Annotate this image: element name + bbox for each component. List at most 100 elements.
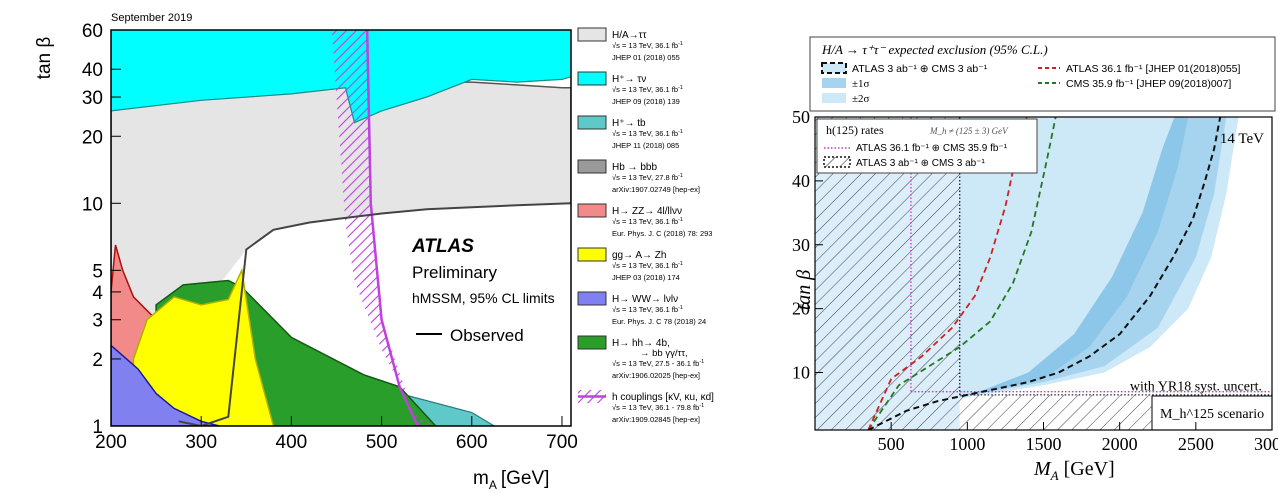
y-axis-label: tan β	[793, 270, 815, 311]
plot-frame	[110, 29, 572, 427]
svg-text:Eur. Phys. J. C (2018) 78: 293: Eur. Phys. J. C (2018) 78: 293	[612, 229, 712, 238]
svg-text:Hb → bbb: Hb → bbb	[612, 162, 657, 173]
x-tick-label: 200	[95, 432, 127, 453]
svg-text:±2σ: ±2σ	[852, 93, 870, 105]
legend-item: H/A→ττ√s = 13 TeV, 36.1 fb-1 JHEP 01 (201…	[577, 27, 683, 62]
legend-item: CMS 35.9 fb⁻¹ [JHEP 09(2018)007]	[1038, 78, 1231, 90]
legend: H/A → τ⁺τ⁻ expected exclusion (95% C.L.)…	[809, 36, 1276, 174]
svg-text:√s = 13 TeV, 27.8 fb-1: √s = 13 TeV, 27.8 fb-1	[612, 173, 683, 182]
y-tick-label: 1	[92, 417, 103, 438]
scenario-label: hMSSM, 95% CL limits	[412, 290, 555, 306]
svg-text:√s = 13 TeV, 36.1 fb-1: √s = 13 TeV, 36.1 fb-1	[612, 41, 683, 50]
atlas-curve	[867, 117, 1028, 430]
svg-text:H→ hh→ 4b,: H→ hh→ 4b,	[612, 338, 670, 349]
svg-text:H/A→ττ: H/A→ττ	[612, 30, 647, 41]
legend-item: ±1σ	[822, 78, 870, 90]
legend-item: H→ WW→ lνlν√s = 13 TeV, 36.1 fb-1 Eur. Ph…	[577, 291, 706, 326]
legend-box	[809, 36, 1276, 112]
svg-text:ATLAS 3 ab⁻¹ ⊕ CMS 3 ab⁻¹: ATLAS 3 ab⁻¹ ⊕ CMS 3 ab⁻¹	[856, 158, 985, 169]
y-tick-label: 3	[92, 311, 103, 332]
svg-text:arXiv:1909.02845 [hep-ex]: arXiv:1909.02845 [hep-ex]	[612, 415, 700, 424]
expected-curve	[867, 117, 1222, 430]
svg-text:±1σ: ±1σ	[852, 78, 870, 90]
x-tick-label: 500	[366, 432, 398, 453]
rates-title: h(125) rates	[826, 123, 884, 137]
x-axis-label: MA [GeV]	[1033, 458, 1115, 483]
svg-text:→ bb γγ/ττ,: → bb γγ/ττ,	[640, 348, 688, 359]
x-tick-label: 1000	[949, 434, 985, 454]
legend-item: h couplings [κV, κu, κd]√s = 13 TeV, 36.…	[578, 390, 714, 424]
y-tick-label: 10	[82, 194, 103, 215]
svg-text:H⁺→ τν: H⁺→ τν	[612, 74, 646, 85]
rates-legend-item: ATLAS 36.1 fb⁻¹ ⊕ CMS 35.9 fb⁻¹	[824, 143, 1008, 154]
scenario-box: M_h^125 scenario	[1151, 395, 1273, 431]
legend-title: H/A → τ⁺τ⁻ expected exclusion (95% C.L.)	[821, 42, 1048, 57]
legend-item: Hb → bbb√s = 13 TeV, 27.8 fb-1 arXiv:1907…	[577, 159, 700, 194]
hl-hatched-region	[815, 117, 1212, 430]
svg-text:JHEP 01 (2018) 055: JHEP 01 (2018) 055	[612, 53, 680, 62]
svg-text:√s = 13 TeV, 36.1 fb-1: √s = 13 TeV, 36.1 fb-1	[612, 129, 683, 138]
svg-text:JHEP 03 (2018) 174: JHEP 03 (2018) 174	[612, 273, 680, 282]
x-tick-label: 2500	[1178, 434, 1214, 454]
svg-text:arXiv:1906.02025 [hep-ex]: arXiv:1906.02025 [hep-ex]	[612, 371, 700, 380]
legend-item: H⁺→ τν√s = 13 TeV, 36.1 fb-1 JHEP 09 (201…	[577, 71, 683, 106]
cms-curve	[867, 117, 1057, 430]
svg-text:h couplings [κV, κu, κd]: h couplings [κV, κu, κd]	[612, 392, 714, 403]
legend-item: ATLAS 3 ab⁻¹ ⊕ CMS 3 ab⁻¹	[821, 62, 988, 75]
syst-note: with YR18 syst. uncert.	[1130, 379, 1262, 394]
y-tick-label: 30	[82, 88, 103, 109]
svg-text:√s = 13 TeV, 36.1 fb-1: √s = 13 TeV, 36.1 fb-1	[612, 261, 683, 270]
y-tick-label: 10	[792, 363, 810, 383]
svg-text:H→ ZZ→ 4l/llνν: H→ ZZ→ 4l/llνν	[612, 206, 682, 217]
x-tick-label: 700	[546, 432, 578, 453]
date-label: September 2019	[111, 12, 192, 24]
rates-note: M_h ≠ (125 ± 3) GeV	[929, 126, 1009, 136]
right-chart: 14 TeV with YR18 syst. uncert. M_h^125 sce…	[792, 36, 1278, 483]
svg-text:√s = 13 TeV, 36.1 fb-1: √s = 13 TeV, 36.1 fb-1	[612, 217, 683, 226]
legend-item: H→ ZZ→ 4l/llνν√s = 13 TeV, 36.1 fb-1 Eur.…	[577, 203, 712, 238]
svg-text:JHEP 09 (2018) 139: JHEP 09 (2018) 139	[612, 97, 680, 106]
y-tick-label: 20	[792, 299, 810, 319]
svg-text:√s = 13 TeV, 36.1 - 79.8 fb-1: √s = 13 TeV, 36.1 - 79.8 fb-1	[612, 403, 704, 412]
x-tick-label: 3000	[1254, 434, 1278, 454]
x-tick-label: 500	[878, 434, 905, 454]
svg-text:√s = 13 TeV, 27.5 - 36.1 fb-1: √s = 13 TeV, 27.5 - 36.1 fb-1	[612, 359, 704, 368]
y-axis-label: tan β	[34, 37, 55, 80]
svg-text:ATLAS 36.1 fb⁻¹ [JHEP 01(2018): ATLAS 36.1 fb⁻¹ [JHEP 01(2018)055]	[1066, 63, 1241, 75]
legend-item: ±2σ	[822, 93, 870, 105]
y-tick-label: 5	[92, 261, 103, 282]
svg-text:CMS 35.9 fb⁻¹ [JHEP 09(2018)00: CMS 35.9 fb⁻¹ [JHEP 09(2018)007]	[1066, 78, 1231, 90]
y-tick-label: 30	[792, 235, 810, 255]
observed-label: Observed	[450, 326, 524, 345]
y-tick-label: 40	[792, 171, 810, 191]
svg-text:M_h^125 scenario: M_h^125 scenario	[1160, 407, 1264, 422]
hcoup-boundary	[365, 30, 419, 426]
y-tick-label: 60	[82, 21, 103, 42]
y-tick-label: 50	[792, 107, 810, 127]
rates-legend-item: ATLAS 3 ab⁻¹ ⊕ CMS 3 ab⁻¹	[823, 156, 985, 169]
svg-text:√s = 13 TeV, 36.1 fb-1: √s = 13 TeV, 36.1 fb-1	[612, 305, 683, 314]
legend-item: gg→ A→ Zh√s = 13 TeV, 36.1 fb-1 JHEP 03 (…	[577, 247, 683, 282]
svg-text:ATLAS 3 ab⁻¹ ⊕ CMS 3 ab⁻¹: ATLAS 3 ab⁻¹ ⊕ CMS 3 ab⁻¹	[852, 63, 988, 75]
legend-item: H→ hh→ 4b,→ bb γγ/ττ,√s = 13 TeV, 27.5 -…	[577, 335, 704, 380]
y-tick-label: 40	[82, 60, 103, 81]
ggazh-region	[132, 267, 275, 426]
legend-item: ATLAS 36.1 fb⁻¹ [JHEP 01(2018)055]	[1038, 63, 1241, 75]
rates-legend-box	[816, 118, 1038, 174]
y-tick-label: 2	[92, 350, 103, 371]
observed-curve	[178, 202, 571, 426]
hcoup-region	[331, 30, 436, 426]
x-tick-label: 300	[185, 432, 217, 453]
legend-item: H⁺→ tb√s = 13 TeV, 36.1 fb-1 JHEP 11 (201…	[577, 115, 683, 150]
left-chart: September 2019 tan β 1 2 3 45 10 20 30 40 60 200…	[34, 12, 714, 492]
svg-text:Eur. Phys. J. C 78 (2018) 24: Eur. Phys. J. C 78 (2018) 24	[612, 317, 706, 326]
x-tick-label: 2000	[1102, 434, 1138, 454]
x-tick-label: 1500	[1026, 434, 1062, 454]
y-tick-label: 4	[92, 283, 103, 304]
x-tick-label: 600	[456, 432, 488, 453]
y-tick-label: 20	[82, 127, 103, 148]
atlas-brand: ATLAS	[411, 236, 474, 257]
svg-text:H→ WW→ lνlν: H→ WW→ lνlν	[612, 294, 678, 305]
atlas-subtitle: Preliminary	[412, 263, 498, 282]
